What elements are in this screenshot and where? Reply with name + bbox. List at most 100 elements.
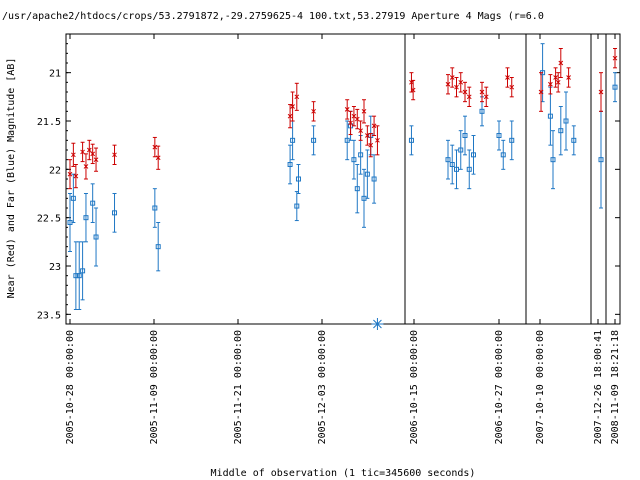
near-marker (80, 149, 85, 155)
far-point (454, 149, 459, 190)
near-point (555, 72, 561, 93)
near-marker (90, 151, 96, 157)
far-point (408, 125, 414, 156)
near-marker (449, 75, 455, 80)
far-point (112, 193, 118, 233)
x-tick-label: 2007-12-26 18:00:41 (593, 330, 604, 444)
near-point (449, 67, 455, 88)
near-marker (112, 152, 117, 158)
near-marker (371, 123, 377, 129)
far-point (547, 86, 553, 146)
far-marker (445, 157, 451, 163)
near-point (566, 67, 571, 88)
near-point (93, 147, 99, 172)
near-marker (365, 133, 370, 138)
near-marker (509, 84, 515, 90)
near-marker (348, 120, 353, 126)
near-marker (344, 107, 350, 112)
far-point (598, 110, 604, 209)
near-point (410, 79, 416, 101)
far-marker (70, 195, 76, 201)
far-marker (471, 152, 476, 158)
near-point (509, 77, 515, 98)
near-point (361, 99, 367, 124)
far-point (90, 183, 96, 223)
near-point (365, 125, 370, 146)
far-point (471, 135, 476, 175)
far-marker (466, 166, 472, 172)
far-marker (311, 137, 317, 143)
far-point (563, 91, 569, 151)
near-point (598, 72, 604, 112)
far-point (445, 139, 451, 180)
near-point (290, 91, 295, 122)
far-point (449, 144, 455, 185)
far-marker (155, 244, 161, 250)
x-tick-label: 2005-10-28 00:00:00 (65, 330, 76, 444)
far-point (295, 164, 301, 194)
x-tick-label: 2006-10-27 00:00:00 (494, 330, 505, 444)
far-marker (354, 186, 360, 192)
far-point (152, 188, 158, 228)
near-marker (71, 152, 76, 158)
far-point (73, 241, 79, 310)
near-marker (73, 173, 79, 179)
near-point (112, 144, 117, 165)
far-marker (479, 108, 485, 114)
near-marker (368, 142, 374, 148)
near-point (90, 143, 96, 165)
near-point (445, 74, 451, 95)
near-marker (410, 87, 416, 93)
near-marker (553, 75, 558, 80)
far-point (571, 125, 577, 156)
far-marker (358, 152, 364, 158)
far-marker (290, 137, 296, 143)
x-tick-label: 2005-11-21 00:00:00 (233, 330, 244, 444)
near-point (83, 153, 89, 180)
far-point (351, 139, 357, 180)
near-marker (505, 75, 510, 80)
y-tick-label: 22 (49, 165, 61, 176)
near-marker (555, 79, 561, 85)
far-marker (458, 147, 464, 153)
y-tick-label: 21 (49, 69, 61, 80)
near-marker (445, 81, 451, 87)
near-marker (354, 116, 360, 122)
far-marker (550, 157, 556, 163)
near-point (80, 141, 85, 163)
near-point (371, 115, 377, 136)
near-marker (155, 155, 161, 161)
near-marker (458, 79, 464, 85)
near-point (358, 120, 363, 141)
far-point (509, 120, 515, 161)
near-point (375, 125, 380, 156)
far-marker (294, 203, 300, 209)
near-marker (479, 89, 485, 95)
x-tick-label: 2005-12-03 00:00:00 (317, 330, 328, 444)
near-marker (566, 75, 571, 80)
far-point (311, 125, 317, 156)
near-point (466, 86, 472, 107)
near-point (553, 67, 558, 88)
near-marker (454, 84, 459, 90)
near-point (483, 86, 489, 107)
near-marker (483, 94, 489, 100)
near-point (67, 159, 73, 190)
near-marker (294, 94, 300, 100)
far-point (496, 120, 502, 151)
far-point (364, 149, 370, 199)
near-marker (311, 108, 316, 114)
far-marker (351, 157, 357, 163)
plot-frame (65, 33, 621, 325)
near-point (505, 67, 510, 88)
far-marker (563, 118, 569, 124)
near-point (71, 142, 76, 167)
far-marker (558, 128, 564, 134)
far-point (558, 106, 564, 156)
near-point (458, 72, 464, 93)
near-marker (598, 89, 604, 95)
far-point (612, 72, 618, 103)
near-marker (548, 81, 553, 87)
near-point (351, 106, 357, 127)
near-marker (290, 104, 295, 109)
